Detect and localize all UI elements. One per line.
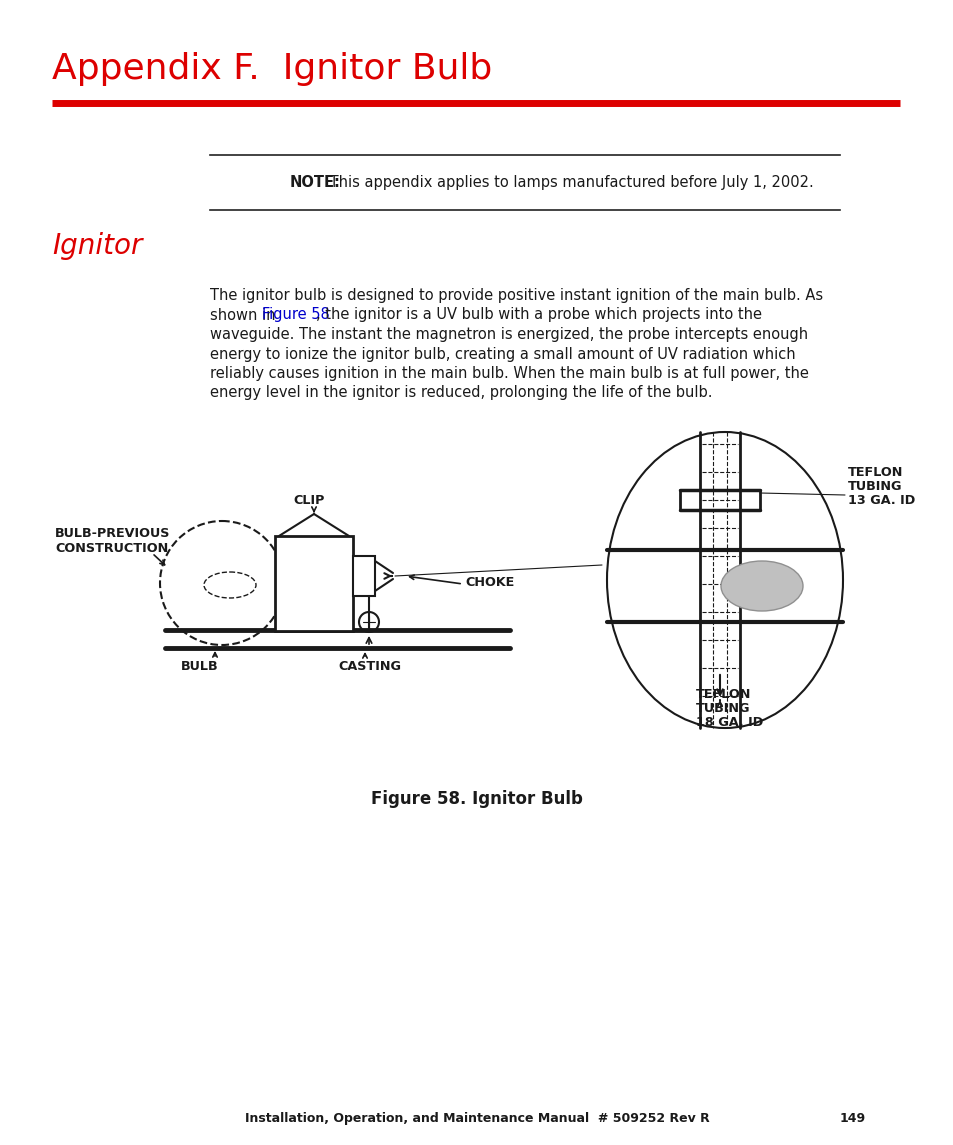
Text: Appendix F.  Ignitor Bulb: Appendix F. Ignitor Bulb <box>52 52 492 86</box>
Text: TUBING: TUBING <box>847 480 902 493</box>
Text: energy level in the ignitor is reduced, prolonging the life of the bulb.: energy level in the ignitor is reduced, … <box>210 386 712 401</box>
Text: TUBING: TUBING <box>696 702 750 714</box>
Text: CONSTRUCTION: CONSTRUCTION <box>55 542 168 555</box>
Text: 149: 149 <box>840 1112 865 1126</box>
Text: Installation, Operation, and Maintenance Manual  # 509252 Rev R: Installation, Operation, and Maintenance… <box>244 1112 709 1126</box>
Text: BULB-PREVIOUS: BULB-PREVIOUS <box>55 527 171 540</box>
Text: BULB: BULB <box>181 660 218 673</box>
Text: Ignitor: Ignitor <box>52 232 142 260</box>
Text: TEFLON: TEFLON <box>847 466 902 479</box>
Text: TEFLON: TEFLON <box>696 688 751 701</box>
Text: CLIP: CLIP <box>293 493 324 507</box>
Text: , the ignitor is a UV bulb with a probe which projects into the: , the ignitor is a UV bulb with a probe … <box>315 308 761 323</box>
Text: reliably causes ignition in the main bulb. When the main bulb is at full power, : reliably causes ignition in the main bul… <box>210 366 808 381</box>
Text: Figure 58: Figure 58 <box>262 308 330 323</box>
Ellipse shape <box>720 561 802 611</box>
Text: 18 GA. ID: 18 GA. ID <box>696 716 762 729</box>
Text: 13 GA. ID: 13 GA. ID <box>847 493 914 507</box>
Text: energy to ionize the ignitor bulb, creating a small amount of UV radiation which: energy to ionize the ignitor bulb, creat… <box>210 347 795 362</box>
Text: CASTING: CASTING <box>338 660 401 673</box>
Text: shown in: shown in <box>210 308 280 323</box>
Text: This appendix applies to lamps manufactured before July 1, 2002.: This appendix applies to lamps manufactu… <box>325 175 813 190</box>
Text: waveguide. The instant the magnetron is energized, the probe intercepts enough: waveguide. The instant the magnetron is … <box>210 327 807 342</box>
Bar <box>274 536 353 631</box>
Text: Figure 58. Ignitor Bulb: Figure 58. Ignitor Bulb <box>371 790 582 808</box>
Text: NOTE:: NOTE: <box>290 175 340 190</box>
Text: CHOKE: CHOKE <box>464 576 514 589</box>
Text: The ignitor bulb is designed to provide positive instant ignition of the main bu: The ignitor bulb is designed to provide … <box>210 289 822 303</box>
Bar <box>353 556 375 597</box>
